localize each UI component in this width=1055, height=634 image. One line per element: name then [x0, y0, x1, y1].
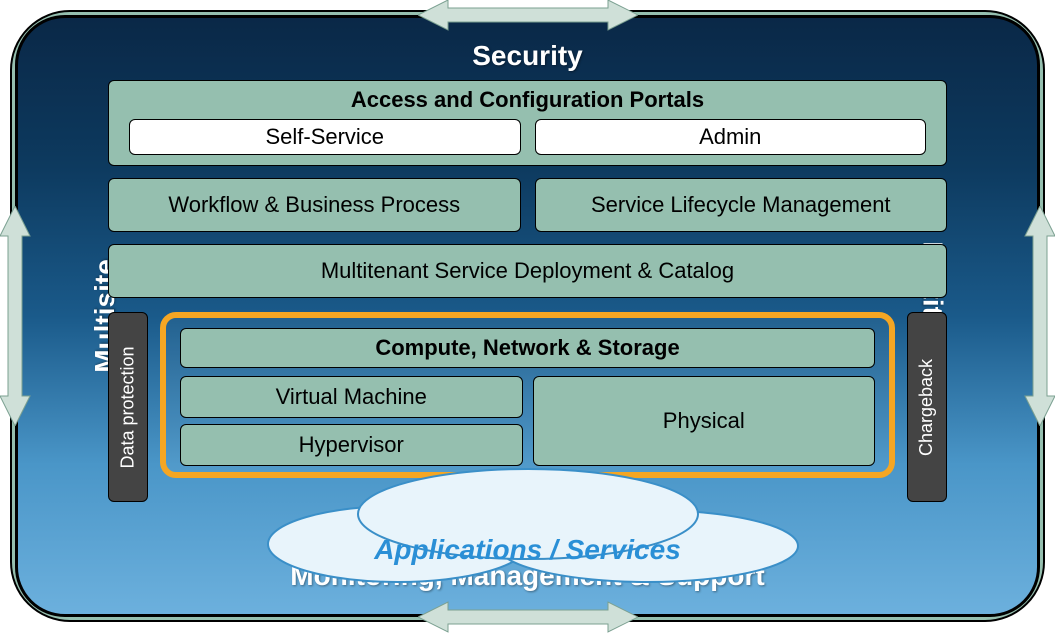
side-pill-chargeback: Chargeback [907, 312, 947, 502]
arrow-top [418, 0, 638, 32]
box-catalog: Multitenant Service Deployment & Catalog [108, 244, 947, 298]
box-workflow: Workflow & Business Process [108, 178, 521, 232]
portal-box: Access and Configuration Portals Self-Se… [108, 80, 947, 166]
portal-self-service: Self-Service [129, 119, 521, 155]
inner-frame: Security Monitoring, Management & Suppor… [15, 15, 1040, 617]
apps-services-label: Applications / Services [374, 534, 681, 566]
row3: Multitenant Service Deployment & Catalog [108, 244, 947, 298]
arrow-left [0, 206, 32, 426]
arrow-bottom [418, 600, 638, 634]
cns-physical: Physical [533, 376, 876, 466]
side-pill-right-label: Chargeback [917, 358, 938, 455]
side-pill-left-label: Data protection [118, 346, 139, 468]
portal-title: Access and Configuration Portals [109, 87, 946, 113]
side-pill-data-protection: Data protection [108, 312, 148, 502]
cns-virtual-machine: Virtual Machine [180, 376, 523, 418]
cns-title: Compute, Network & Storage [180, 328, 875, 368]
row2: Workflow & Business Process Service Life… [108, 178, 947, 232]
content-area: Access and Configuration Portals Self-Se… [108, 80, 947, 514]
edge-label-top: Security [472, 40, 583, 72]
box-lifecycle: Service Lifecycle Management [535, 178, 948, 232]
arrow-right [1023, 206, 1055, 426]
portal-admin: Admin [535, 119, 927, 155]
